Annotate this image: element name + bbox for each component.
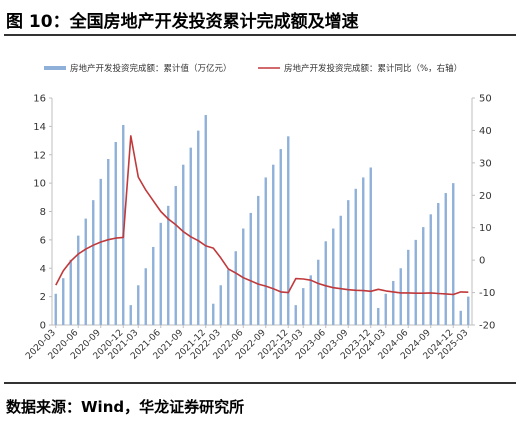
source-divider (4, 382, 516, 384)
legend-label-bar: 房地产开发投资完成额：累计值（万亿元） (70, 63, 232, 74)
bar (234, 251, 237, 325)
bar (429, 214, 432, 325)
y-right-tick-label: 50 (479, 94, 492, 105)
bar (437, 202, 440, 325)
y-right-tick-label: 10 (479, 223, 492, 234)
y-right-tick-label: 40 (479, 126, 492, 137)
bar (249, 212, 252, 325)
bar (62, 278, 65, 325)
bar (377, 307, 380, 325)
bar (444, 193, 447, 325)
bar (77, 235, 80, 325)
bar (69, 259, 72, 325)
y-left-tick-label: 10 (33, 179, 46, 190)
bar (92, 200, 95, 325)
bar (399, 268, 402, 325)
bar (347, 200, 350, 325)
bar (467, 296, 470, 325)
bar (407, 249, 410, 325)
bar (137, 285, 140, 325)
bar (257, 195, 260, 325)
bar (324, 241, 327, 325)
y-left-tick-label: 16 (33, 94, 46, 105)
bar (84, 218, 87, 325)
bar (287, 136, 290, 325)
bar (152, 246, 155, 325)
bar (99, 178, 102, 325)
bar (317, 259, 320, 325)
bar (414, 239, 417, 325)
y-left-tick-label: 6 (40, 235, 46, 246)
y-left-tick-label: 12 (33, 150, 46, 161)
bar (422, 227, 425, 325)
bar (129, 305, 132, 325)
bar (294, 305, 297, 325)
bar (219, 285, 222, 325)
bar (54, 293, 57, 325)
figure-title: 图 10：全国房地产开发投资累计完成额及增速 (6, 12, 359, 32)
bar (264, 177, 267, 325)
title-bar: 图 10：全国房地产开发投资累计完成额及增速 (4, 4, 516, 36)
bar (144, 268, 147, 325)
source-note: 数据来源：Wind，华龙证券研究所 (6, 398, 245, 416)
bar (459, 310, 462, 325)
legend-label-line: 房地产开发投资完成额：累计同比（%，右轴） (284, 63, 462, 74)
y-right-tick-label: 20 (479, 191, 492, 202)
bar (309, 275, 312, 325)
bar (384, 293, 387, 325)
bar (122, 124, 125, 325)
y-right-tick-label: 0 (479, 256, 485, 267)
y-left-tick-label: 14 (33, 122, 46, 133)
y-right-tick-label: -20 (479, 321, 495, 332)
bar (159, 222, 162, 325)
bar (227, 269, 230, 325)
bar (197, 130, 200, 325)
y-right-tick-label: 30 (479, 158, 492, 169)
y-right-tick-label: -10 (479, 288, 495, 299)
y-left-tick-label: 0 (40, 321, 46, 332)
y-left-tick-label: 4 (40, 264, 46, 275)
y-left-tick-label: 8 (40, 207, 46, 218)
bar (369, 167, 372, 325)
legend-swatch-bar (44, 66, 66, 70)
bar (302, 288, 305, 325)
bar (182, 164, 185, 325)
bar (339, 215, 342, 325)
y-left-tick-label: 2 (40, 292, 46, 303)
bar (212, 303, 215, 325)
bar (167, 205, 170, 325)
bar (452, 183, 455, 325)
bar (114, 141, 117, 325)
bar (354, 188, 357, 325)
bar (392, 281, 395, 325)
growth-line (55, 135, 469, 296)
bar (332, 228, 335, 325)
chart: 0246810121416-20-10010203040502020-03202… (24, 63, 495, 362)
bar (174, 185, 177, 325)
bar (204, 115, 207, 326)
bar (107, 159, 110, 325)
bar (362, 177, 365, 325)
bar (272, 164, 275, 325)
bar (279, 149, 282, 325)
